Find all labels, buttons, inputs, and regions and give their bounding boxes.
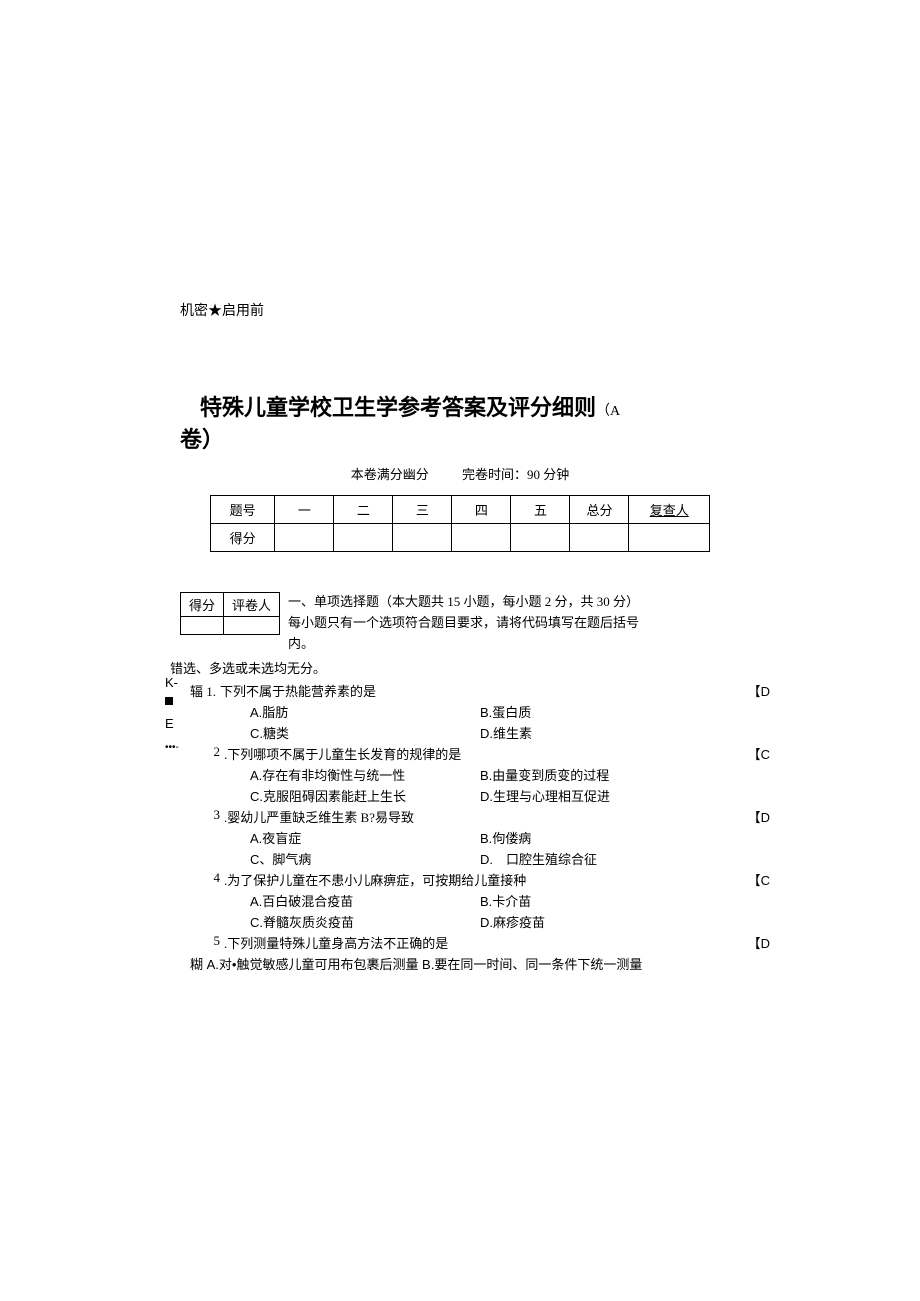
- intro-line3: 内。: [288, 634, 740, 655]
- small-score-label: 得分: [181, 593, 224, 617]
- table-row: 得分: [211, 524, 710, 552]
- intro-line2: 每小题只有一个选项符合题目要求，请将代码填写在题后括号: [288, 613, 740, 634]
- intro-line4: 错选、多选或未选均无分。: [170, 658, 740, 677]
- col4: 四: [452, 496, 511, 524]
- q1-opt-c: C.糖类: [250, 723, 480, 742]
- small-marker-label: 评卷人: [224, 593, 280, 617]
- table-row: 题号 一 二 三 四 五 总分 复查人: [211, 496, 710, 524]
- qnum-label: 题号: [211, 496, 275, 524]
- title-block: 特殊儿童学校卫生学参考答案及评分细则（A 卷）: [180, 390, 740, 454]
- q2-options-row1: A.存在有非均衡性与统一性 B.由量变到质变的过程: [250, 765, 740, 784]
- q2-options-row2: C.克服阻碍因素能赶上生长 D.生理与心理相互促进: [250, 786, 740, 805]
- score-cell: [629, 524, 710, 552]
- q2-answer: 【C: [748, 744, 770, 763]
- q2-opt-b: B.由量变到质变的过程: [480, 765, 740, 784]
- q2-opt-c: C.克服阻碍因素能赶上生长: [250, 786, 480, 805]
- main-title: 特殊儿童学校卫生学参考答案及评分细则: [200, 395, 596, 420]
- col5: 五: [511, 496, 570, 524]
- question-2: 2 .下列哪项不属于儿童生长发育的规律的是 【C: [180, 744, 740, 763]
- q4-options-row2: C.脊髓灰质炎疫苗 D.麻疹疫苗: [250, 912, 740, 931]
- q3-opt-b: B.佝偻病: [480, 828, 740, 847]
- q1-options-row2: C.糖类 D.维生素: [250, 723, 740, 742]
- margin-k: K-: [165, 675, 178, 690]
- q4-opt-a: A.百白破混合疫苗: [250, 891, 480, 910]
- score-cell: [275, 524, 334, 552]
- q1-opt-b: B.蛋白质: [480, 702, 740, 721]
- q5-options: 糊 A.对•触觉敏感儿童可用布包裹后测量 B.要在同一时间、同一条件下统一测量: [190, 954, 740, 973]
- intro-line1: 一、单项选择题（本大题共 15 小题，每小题 2 分，共 30 分）: [288, 592, 740, 613]
- reviewer-label: 复查人: [629, 496, 710, 524]
- section-row: 得分 评卷人 一、单项选择题（本大题共 15 小题，每小题 2 分，共 30 分…: [180, 592, 740, 654]
- small-score-cell: [181, 617, 224, 635]
- small-score-table: 得分 评卷人: [180, 592, 280, 635]
- time-info: 完卷时间：90 分钟: [462, 467, 569, 482]
- q1-opt-a: A.脂肪: [250, 702, 480, 721]
- q4-answer: 【C: [748, 870, 770, 889]
- q3-opt-c: C、脚气病: [250, 849, 480, 868]
- q4-num: 4: [180, 870, 220, 886]
- score-table: 题号 一 二 三 四 五 总分 复查人 得分: [210, 495, 710, 552]
- q3-opt-a: A.夜盲症: [250, 828, 480, 847]
- q3-options-row2: C、脚气病 D. 口腔生殖综合征: [250, 849, 740, 868]
- score-info: 本卷满分幽分: [351, 467, 429, 482]
- q4-text: .为了保护儿童在不患小儿麻痹症，可按期给儿童接种: [224, 870, 740, 889]
- small-score-cell: [224, 617, 280, 635]
- q5-num: 5: [180, 933, 220, 949]
- exam-info: 本卷满分幽分 完卷时间：90 分钟: [180, 464, 740, 483]
- q1-text: 下列不属于热能营养素的是: [220, 681, 740, 700]
- q1-opt-d: D.维生素: [480, 723, 740, 742]
- q2-text: .下列哪项不属于儿童生长发育的规律的是: [224, 744, 740, 763]
- q1-options-row1: A.脂肪 B.蛋白质: [250, 702, 740, 721]
- table-row: [181, 617, 280, 635]
- title-line2: 卷）: [180, 422, 740, 454]
- score-cell: [570, 524, 629, 552]
- margin-block-icon: [165, 697, 173, 705]
- q3-options-row1: A.夜盲症 B.佝偻病: [250, 828, 740, 847]
- question-3: 3 .婴幼儿严重缺乏维生素 B?易导致 【D: [180, 807, 740, 826]
- total-label: 总分: [570, 496, 629, 524]
- q2-opt-a: A.存在有非均衡性与统一性: [250, 765, 480, 784]
- q4-opt-c: C.脊髓灰质炎疫苗: [250, 912, 480, 931]
- q2-num: 2: [180, 744, 220, 760]
- q3-opt-d: D. 口腔生殖综合征: [480, 849, 740, 868]
- col3: 三: [393, 496, 452, 524]
- q5-answer: 【D: [748, 933, 770, 952]
- score-cell: [511, 524, 570, 552]
- q4-opt-d: D.麻疹疫苗: [480, 912, 740, 931]
- question-4: 4 .为了保护儿童在不患小儿麻痹症，可按期给儿童接种 【C: [180, 870, 740, 889]
- col2: 二: [334, 496, 393, 524]
- title-suffix: （A: [596, 404, 620, 419]
- question-1: 辐 1. 下列不属于热能营养素的是 【D: [200, 681, 740, 700]
- q5-text: .下列测量特殊儿童身高方法不正确的是: [224, 933, 740, 952]
- section-intro: 一、单项选择题（本大题共 15 小题，每小题 2 分，共 30 分） 每小题只有…: [288, 592, 740, 654]
- score-cell: [334, 524, 393, 552]
- q3-text: .婴幼儿严重缺乏维生素 B?易导致: [224, 807, 740, 826]
- q4-options-row1: A.百白破混合疫苗 B.卡介苗: [250, 891, 740, 910]
- score-cell: [452, 524, 511, 552]
- score-label: 得分: [211, 524, 275, 552]
- margin-dots: •••-: [165, 742, 179, 753]
- q4-opt-b: B.卡介苗: [480, 891, 740, 910]
- question-5: 5 .下列测量特殊儿童身高方法不正确的是 【D: [180, 933, 740, 952]
- table-row: 得分 评卷人: [181, 593, 280, 617]
- q1-answer: 【D: [748, 681, 770, 700]
- q1-label: 辐 1.: [190, 681, 216, 700]
- q3-num: 3: [180, 807, 220, 823]
- col1: 一: [275, 496, 334, 524]
- q2-opt-d: D.生理与心理相互促进: [480, 786, 740, 805]
- q3-answer: 【D: [748, 807, 770, 826]
- confidential-label: 机密★启用前: [180, 300, 740, 320]
- score-cell: [393, 524, 452, 552]
- margin-e: E: [165, 716, 174, 731]
